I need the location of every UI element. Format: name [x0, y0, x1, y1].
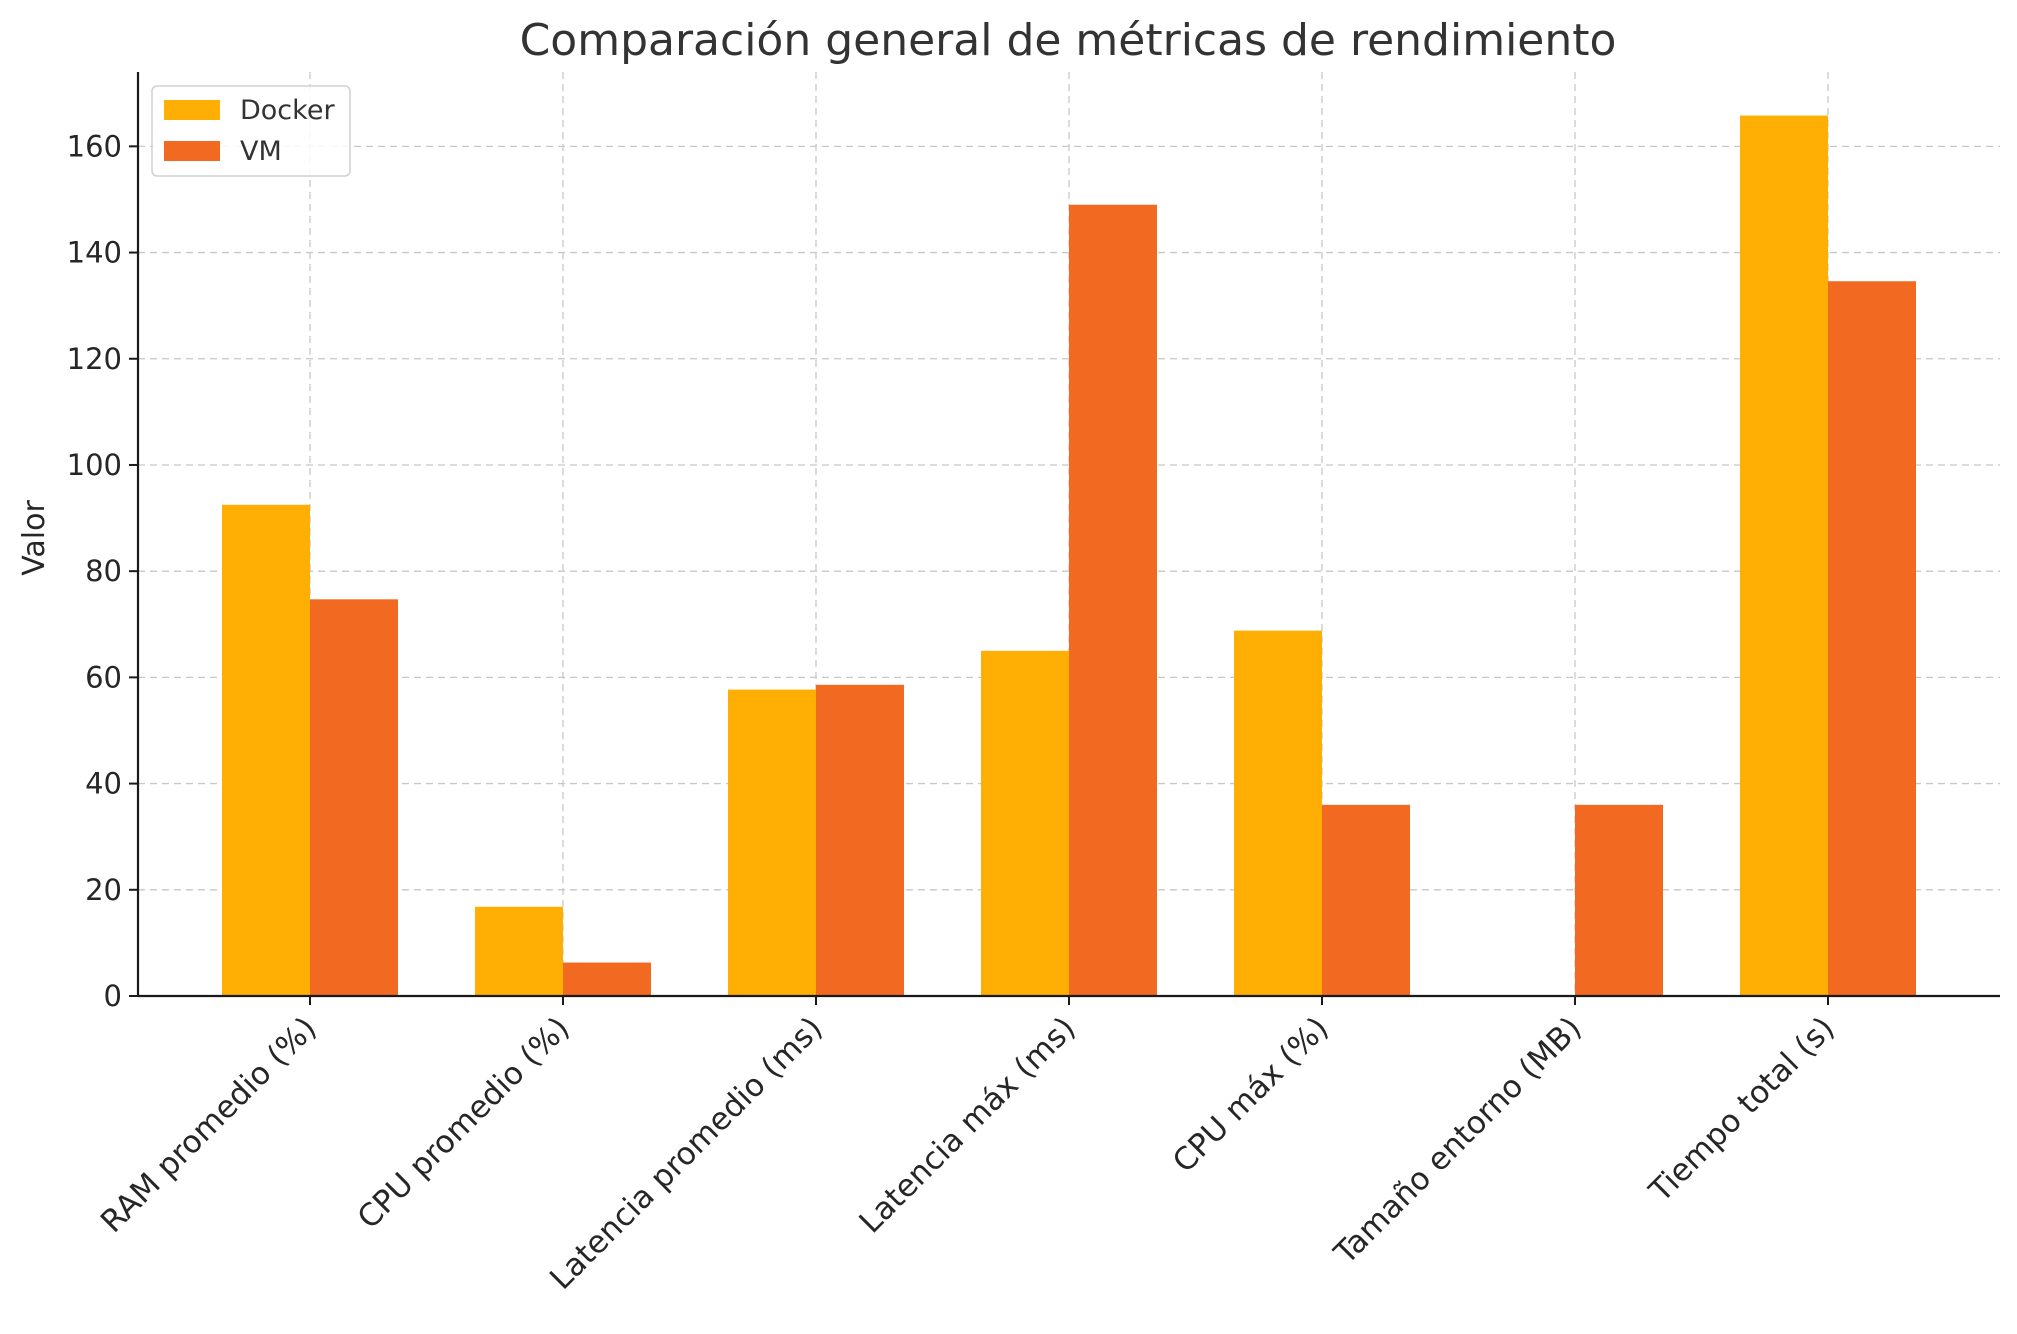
y-axis-label: Valor	[17, 500, 52, 576]
bar-docker-6	[1740, 115, 1828, 997]
x-category-label: Latencia promedio (ms)	[543, 1010, 830, 1297]
y-tick-label: 160	[67, 129, 122, 163]
y-tick-label: 100	[67, 448, 122, 482]
x-category-label: CPU máx (%)	[1166, 1010, 1336, 1180]
bar-vm-0	[310, 599, 398, 996]
bar-vm-3	[1069, 204, 1157, 997]
legend: Docker VM	[151, 85, 351, 177]
bar-docker-1	[475, 906, 563, 996]
y-tick-label: 140	[67, 236, 122, 270]
legend-label-vm: VM	[240, 136, 282, 167]
bar-docker-0	[222, 504, 310, 996]
y-tick-label: 0	[104, 979, 122, 1013]
legend-swatch-vm	[164, 141, 220, 161]
bar-vm-5	[1575, 804, 1663, 996]
y-tick-label: 60	[85, 660, 122, 694]
bar-docker-3	[981, 650, 1069, 996]
ticks-layer	[129, 145, 1829, 1005]
y-tick-label: 120	[67, 342, 122, 376]
x-category-label: Latencia máx (ms)	[852, 1010, 1082, 1240]
bar-docker-4	[1234, 630, 1322, 996]
chart-title: Comparación general de métricas de rendi…	[520, 15, 1617, 66]
legend-swatch-docker	[164, 100, 220, 120]
x-category-label: Tiempo total (s)	[1642, 1010, 1842, 1210]
legend-label-docker: Docker	[240, 95, 335, 126]
bar-vm-2	[816, 684, 904, 996]
y-tick-label: 40	[85, 767, 122, 801]
bar-docker-2	[728, 689, 816, 996]
bar-vm-4	[1322, 804, 1410, 996]
x-category-label: Tamaño entorno (MB)	[1327, 1010, 1589, 1272]
y-tick-label: 20	[85, 873, 122, 907]
bars-layer	[222, 115, 1916, 997]
bar-vm-1	[563, 962, 651, 996]
y-tick-label: 80	[85, 554, 122, 588]
bar-vm-6	[1828, 281, 1916, 996]
x-category-label: CPU promedio (%)	[351, 1010, 577, 1236]
x-category-label: RAM promedio (%)	[94, 1010, 324, 1240]
